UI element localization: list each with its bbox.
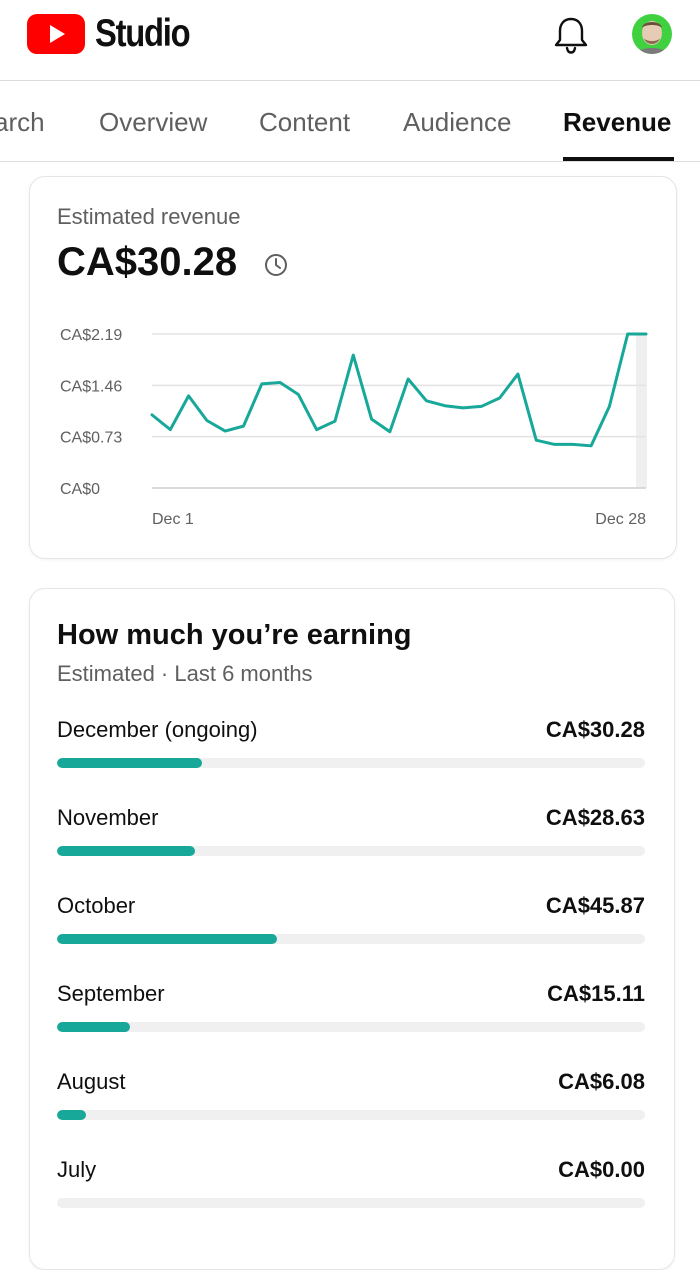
earnings-row-august[interactable]: August CA$6.08 [57, 1069, 645, 1129]
earnings-row-july[interactable]: July CA$0.00 [57, 1157, 645, 1217]
y-tick-label: CA$2.19 [60, 327, 122, 344]
x-tick-label: Dec 28 [595, 511, 646, 528]
earnings-row-december[interactable]: December (ongoing) CA$30.28 [57, 717, 645, 777]
earnings-row-october[interactable]: October CA$45.87 [57, 893, 645, 953]
tab-content[interactable]: Content [259, 107, 350, 138]
month-amount: CA$45.87 [546, 893, 645, 919]
earnings-bar [57, 846, 195, 856]
earnings-row-november[interactable]: November CA$28.63 [57, 805, 645, 865]
app-brand: Studio [95, 12, 189, 56]
clock-icon[interactable] [264, 253, 288, 277]
youtube-play-icon [27, 14, 85, 54]
earnings-bar-track [57, 846, 645, 856]
tab-audience[interactable]: Audience [403, 107, 511, 138]
earnings-bar-track [57, 1022, 645, 1032]
revenue-series-line [152, 334, 646, 446]
earnings-bar-track [57, 934, 645, 944]
month-label: July [57, 1157, 96, 1183]
x-tick-label: Dec 1 [152, 511, 194, 528]
earnings-bar [57, 1110, 86, 1120]
app-bar: Studio [0, 0, 700, 81]
tab-overview[interactable]: Overview [99, 107, 207, 138]
earnings-bar [57, 1022, 130, 1032]
month-label: November [57, 805, 158, 831]
tab-bar: arch Overview Content Audience Revenue [0, 81, 700, 162]
month-label: August [57, 1069, 126, 1095]
revenue-value: CA$30.28 [57, 240, 237, 285]
tab-revenue[interactable]: Revenue [563, 107, 671, 138]
month-label: October [57, 893, 135, 919]
earnings-bar [57, 934, 277, 944]
earnings-card: How much you’re earning Estimated · Last… [29, 588, 675, 1270]
earnings-row-september[interactable]: September CA$15.11 [57, 981, 645, 1041]
earnings-title: How much you’re earning [57, 619, 412, 652]
y-tick-label: CA$0 [60, 481, 100, 498]
earnings-bar [57, 758, 202, 768]
month-label: December (ongoing) [57, 717, 258, 743]
y-tick-label: CA$1.46 [60, 378, 122, 395]
avatar[interactable] [632, 14, 672, 54]
tab-research[interactable]: arch [0, 107, 45, 138]
avatar-portrait-icon [632, 14, 672, 54]
bell-icon[interactable] [553, 14, 589, 54]
month-amount: CA$30.28 [546, 717, 645, 743]
earnings-bar-track [57, 758, 645, 768]
y-tick-label: CA$0.73 [60, 430, 122, 447]
month-amount: CA$28.63 [546, 805, 645, 831]
month-amount: CA$0.00 [558, 1157, 645, 1183]
month-amount: CA$15.11 [547, 981, 645, 1007]
youtube-studio-logo[interactable]: Studio [27, 13, 207, 55]
active-tab-indicator [563, 157, 674, 161]
month-label: September [57, 981, 165, 1007]
today-highlight [636, 334, 647, 488]
revenue-label: Estimated revenue [57, 204, 240, 230]
earnings-bar-track [57, 1198, 645, 1208]
earnings-subtitle: Estimated · Last 6 months [57, 661, 313, 687]
earnings-bar-track [57, 1110, 645, 1120]
revenue-line-chart[interactable]: CA$0 CA$0.73 CA$1.46 CA$2.19 Dec 1 Dec 28 [30, 307, 676, 547]
month-amount: CA$6.08 [558, 1069, 645, 1095]
